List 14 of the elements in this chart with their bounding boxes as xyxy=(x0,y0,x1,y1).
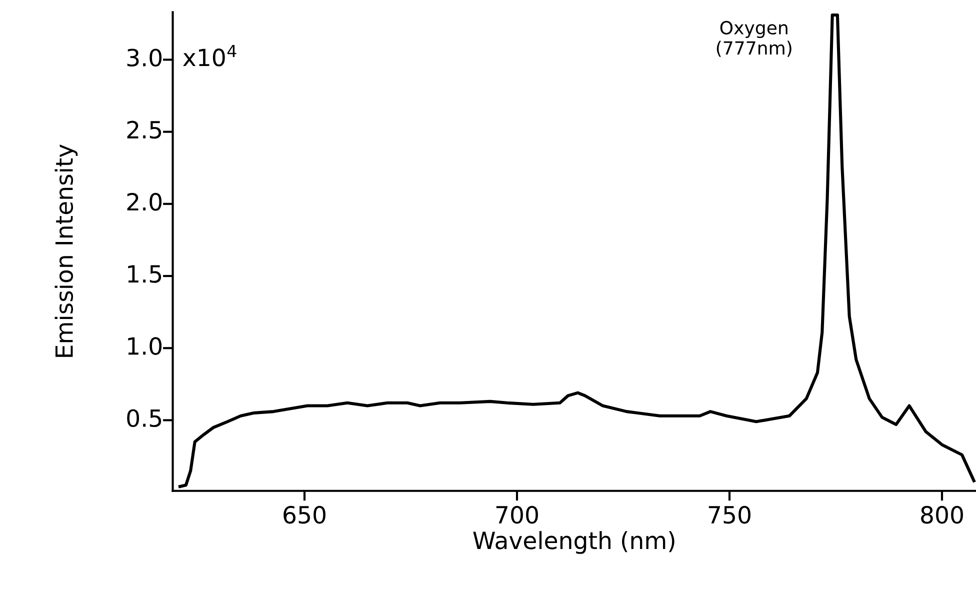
y-tick-label: 1.0 xyxy=(128,337,162,355)
x-axis-title: Wavelength (nm) xyxy=(473,531,674,554)
x-tick-label: 700 xyxy=(496,506,538,524)
annotation: Oxygen (777nm) xyxy=(716,20,792,57)
y-tick-label: 3.0 xyxy=(127,48,162,67)
x-tick-label: 750 xyxy=(708,506,750,524)
y-tick-label: 2.5 xyxy=(127,120,162,139)
x-tick-label: 800 xyxy=(921,506,963,524)
y-axis-title: Emission Intensity xyxy=(54,144,78,357)
x-tick-label: 650 xyxy=(284,506,326,524)
annotation: x10$^{4}$ xyxy=(183,44,236,66)
y-tick-label: 0.5 xyxy=(127,409,162,428)
y-tick-label: 2.0 xyxy=(127,192,162,211)
y-tick-label: 1.5 xyxy=(128,265,162,283)
